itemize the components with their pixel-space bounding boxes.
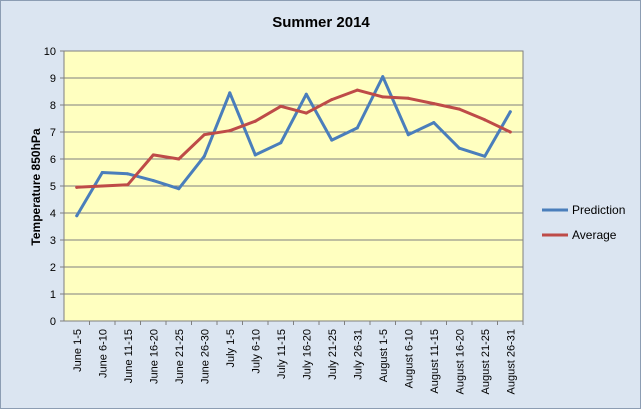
data-point-average (151, 153, 155, 157)
x-tick-label: July 1-5 (225, 329, 237, 368)
data-point-average (304, 111, 308, 115)
data-point-average (279, 104, 283, 108)
data-point-average (202, 133, 206, 137)
axes: 0 1 2 3 4 5 6 7 8 9 10 June 1-5 June 6-10 June 11-15 J… (44, 46, 524, 394)
legend-label-prediction: Prediction (572, 203, 625, 217)
data-point-prediction (177, 187, 181, 191)
y-tick-label: 0 (50, 316, 56, 328)
data-point-average (100, 184, 104, 188)
y-tick-label: 10 (44, 46, 56, 58)
data-point-prediction (381, 75, 385, 79)
data-point-prediction (279, 141, 283, 145)
data-point-average (355, 88, 359, 92)
x-tick-label: August 26-31 (505, 329, 517, 394)
x-tick-label: July 16-20 (301, 329, 313, 380)
y-tick-label: 3 (50, 235, 56, 247)
data-point-prediction (75, 214, 79, 218)
data-point-average (432, 102, 436, 106)
y-tick-label: 5 (50, 181, 56, 193)
data-point-average (508, 130, 512, 134)
data-point-prediction (483, 154, 487, 158)
x-tick-label: June 16-20 (148, 329, 160, 384)
series-line-average (75, 88, 512, 189)
data-point-prediction (202, 154, 206, 158)
x-tick-label: July 26-31 (352, 329, 364, 380)
data-point-prediction (330, 138, 334, 142)
data-point-average (381, 95, 385, 99)
y-tick-label: 1 (50, 289, 56, 301)
x-tick-label: July 21-25 (327, 329, 339, 380)
y-tick-label: 2 (50, 262, 56, 274)
y-tick-label: 7 (50, 127, 56, 139)
y-axis-label: Temperature 850hPa (29, 128, 43, 245)
y-tick-label: 4 (50, 208, 56, 220)
data-point-average (253, 119, 257, 123)
x-tick-label: August 16-20 (454, 329, 466, 394)
series-lines (75, 75, 512, 218)
data-point-prediction (253, 153, 257, 157)
x-tick-label: June 6-10 (97, 329, 109, 378)
data-point-prediction (432, 121, 436, 125)
data-point-prediction (457, 146, 461, 150)
y-tick-label: 9 (50, 73, 56, 85)
series-line-prediction (75, 75, 512, 218)
data-point-prediction (151, 179, 155, 183)
x-tick-label: August 11-15 (429, 329, 441, 394)
x-tick-label: July 11-15 (276, 329, 288, 379)
x-tick-label: August 21-25 (480, 329, 492, 394)
x-tick-label: June 11-15 (123, 329, 135, 383)
data-point-average (75, 185, 79, 189)
data-point-average (177, 157, 181, 161)
data-point-prediction (126, 172, 130, 176)
y-tick-label: 6 (50, 154, 56, 166)
data-point-prediction (355, 126, 359, 130)
legend: Prediction Average (542, 203, 625, 242)
x-tick-label: June 26-30 (199, 329, 211, 384)
data-point-average (406, 96, 410, 100)
data-point-average (457, 107, 461, 111)
data-point-prediction (228, 91, 232, 95)
chart-title: Summer 2014 (272, 14, 370, 31)
x-tick-label: June 21-25 (174, 329, 186, 384)
data-point-average (330, 98, 334, 102)
data-point-prediction (406, 133, 410, 137)
legend-label-average: Average (572, 228, 617, 242)
x-tick-label: June 1-5 (72, 329, 84, 372)
data-point-prediction (100, 171, 104, 174)
data-point-average (483, 118, 487, 122)
data-point-average (228, 129, 232, 133)
x-tick-label: August 1-5 (378, 329, 390, 382)
data-point-prediction (508, 110, 512, 114)
x-tick-label: July 6-10 (250, 329, 262, 374)
y-tick-label: 8 (50, 100, 56, 112)
data-point-average (126, 183, 130, 187)
data-point-prediction (304, 92, 308, 96)
x-tick-label: August 6-10 (403, 329, 415, 388)
